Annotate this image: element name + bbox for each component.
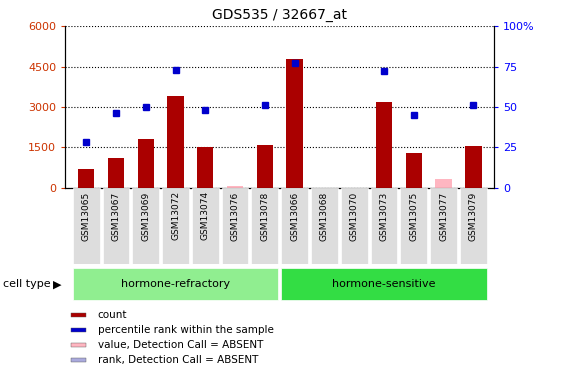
- FancyBboxPatch shape: [222, 188, 248, 264]
- Bar: [72, 358, 86, 362]
- Text: GSM13070: GSM13070: [350, 191, 358, 241]
- FancyBboxPatch shape: [430, 188, 457, 264]
- FancyBboxPatch shape: [311, 188, 338, 264]
- Bar: [286, 58, 303, 188]
- Text: GSM13074: GSM13074: [201, 191, 210, 240]
- Text: hormone-sensitive: hormone-sensitive: [332, 279, 436, 289]
- Bar: [137, 139, 154, 188]
- Bar: [168, 96, 183, 188]
- Bar: [227, 186, 243, 188]
- Text: GSM13077: GSM13077: [439, 191, 448, 241]
- Bar: [435, 180, 452, 188]
- FancyBboxPatch shape: [252, 188, 278, 264]
- Text: ▶: ▶: [53, 279, 61, 289]
- Text: GSM13076: GSM13076: [231, 191, 240, 241]
- FancyBboxPatch shape: [132, 188, 159, 264]
- Bar: [72, 343, 86, 347]
- Text: GSM13079: GSM13079: [469, 191, 478, 241]
- Bar: [465, 146, 482, 188]
- Bar: [197, 147, 214, 188]
- FancyBboxPatch shape: [73, 268, 278, 300]
- Text: hormone-refractory: hormone-refractory: [121, 279, 230, 289]
- Bar: [257, 144, 273, 188]
- FancyBboxPatch shape: [73, 188, 99, 264]
- Text: GSM13066: GSM13066: [290, 191, 299, 241]
- FancyBboxPatch shape: [192, 188, 219, 264]
- FancyBboxPatch shape: [370, 188, 398, 264]
- Text: count: count: [98, 310, 127, 320]
- Bar: [72, 313, 86, 317]
- Text: GSM13075: GSM13075: [410, 191, 418, 241]
- Text: value, Detection Call = ABSENT: value, Detection Call = ABSENT: [98, 340, 263, 350]
- Text: GSM13065: GSM13065: [82, 191, 91, 241]
- Text: GSM13068: GSM13068: [320, 191, 329, 241]
- FancyBboxPatch shape: [281, 268, 487, 300]
- Bar: [78, 169, 94, 188]
- Bar: [108, 158, 124, 188]
- Text: GSM13072: GSM13072: [171, 191, 180, 240]
- Text: cell type: cell type: [3, 279, 51, 289]
- FancyBboxPatch shape: [460, 188, 487, 264]
- Title: GDS535 / 32667_at: GDS535 / 32667_at: [212, 9, 347, 22]
- Text: GSM13073: GSM13073: [379, 191, 389, 241]
- Bar: [406, 153, 422, 188]
- Bar: [376, 102, 392, 188]
- FancyBboxPatch shape: [162, 188, 189, 264]
- Text: GSM13078: GSM13078: [260, 191, 269, 241]
- FancyBboxPatch shape: [341, 188, 367, 264]
- Bar: [72, 328, 86, 332]
- FancyBboxPatch shape: [400, 188, 427, 264]
- Text: percentile rank within the sample: percentile rank within the sample: [98, 325, 274, 335]
- Text: rank, Detection Call = ABSENT: rank, Detection Call = ABSENT: [98, 355, 258, 365]
- Text: GSM13069: GSM13069: [141, 191, 150, 241]
- FancyBboxPatch shape: [103, 188, 130, 264]
- FancyBboxPatch shape: [281, 188, 308, 264]
- Text: GSM13067: GSM13067: [111, 191, 120, 241]
